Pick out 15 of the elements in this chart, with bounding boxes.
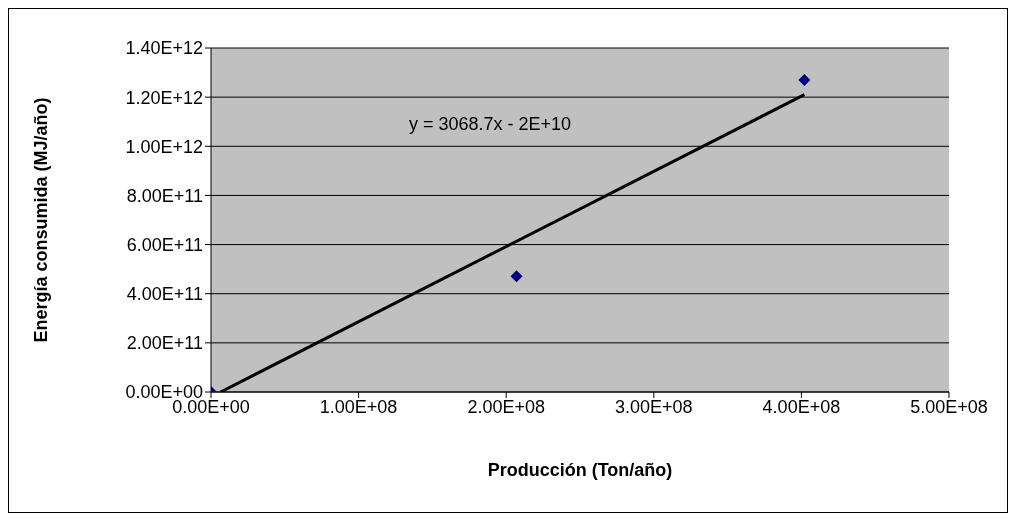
x-tick-label: 3.00E+08 — [615, 396, 693, 417]
y-tick-label: 6.00E+11 — [126, 234, 203, 255]
y-tick-label: 1.00E+12 — [125, 136, 203, 157]
x-tick-label: 4.00E+08 — [762, 396, 841, 417]
y-tick-label: 1.40E+12 — [125, 38, 203, 59]
y-tick-label: 1.20E+12 — [125, 87, 203, 108]
y-axis-title: Energía consumida (MJ/año) — [31, 97, 52, 343]
x-axis-title: Producción (Ton/año) — [487, 460, 673, 480]
annotation: y = 3068.7x - 2E+10 — [409, 114, 572, 135]
x-tick-label: 1.00E+08 — [319, 396, 398, 417]
y-tick-label: 2.00E+11 — [126, 333, 203, 354]
x-tick-label: 5.00E+08 — [910, 396, 988, 417]
x-tick-label: 2.00E+08 — [467, 396, 545, 417]
y-tick-label: 8.00E+11 — [126, 185, 203, 206]
y-tick-label: 4.00E+11 — [126, 284, 203, 305]
